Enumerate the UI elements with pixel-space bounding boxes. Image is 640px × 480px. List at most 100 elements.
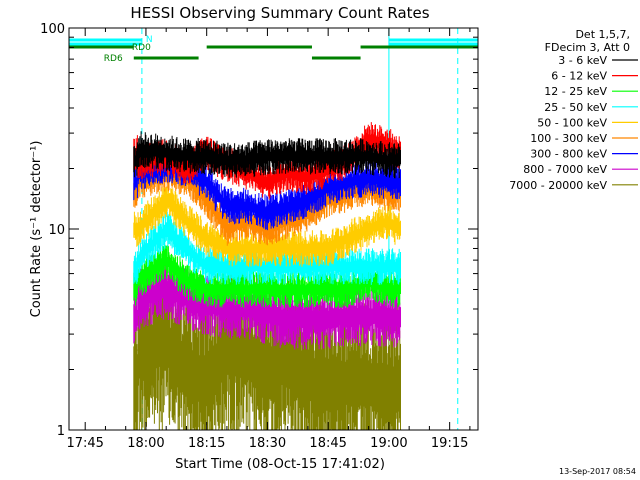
series-8-point-5 (246, 356, 248, 359)
series-8-point-7 (286, 360, 289, 362)
series-2-point-1 (165, 259, 167, 261)
x-tick-label-3: 18:30 (249, 436, 286, 451)
series-0-point-11 (367, 155, 370, 158)
series-2-point-10 (347, 288, 350, 291)
legend-label-2: 12 - 25 keV (544, 85, 607, 98)
series-4-point-4 (226, 247, 228, 250)
series-7-point-10 (347, 314, 350, 317)
series-8-point-1 (165, 342, 167, 345)
series-4-point-3 (205, 237, 208, 239)
series-7-point-0 (137, 297, 139, 300)
legend-label-1: 6 - 12 keV (551, 70, 607, 83)
series-8-point-4 (226, 349, 228, 351)
y-tick-label-2: 100 (40, 22, 65, 37)
legend-label-6: 300 - 800 keV (530, 148, 607, 161)
series-7-point-8 (307, 317, 309, 319)
series-4-point-7 (286, 247, 289, 250)
series-0-point-9 (327, 155, 329, 158)
series-2-point-5 (246, 288, 248, 291)
series-2-point-13 (396, 288, 398, 291)
y-axis-label: Count Rate (s⁻¹ detector⁻¹) (29, 141, 44, 318)
flag-label-rd0: RD0 (132, 43, 151, 53)
x-tick-label-2: 18:15 (188, 436, 225, 451)
series-7-trace (133, 260, 401, 350)
series-0-trace (133, 131, 401, 179)
legend-label-8: 7000 - 20000 keV (509, 179, 607, 192)
flag-label-rd6: RD6 (104, 54, 123, 64)
series-7-point-11 (367, 314, 370, 317)
series-2-point-2 (185, 280, 188, 282)
series-7 (133, 260, 401, 350)
x-tick-label-4: 18:45 (309, 436, 346, 451)
series-6-point-8 (307, 198, 309, 201)
series-6-point-5 (246, 205, 248, 207)
series-8-point-13 (396, 388, 398, 390)
series-2-point-11 (367, 280, 370, 282)
series-4-trace (133, 186, 401, 267)
y-axis: 1 10 100 (40, 22, 478, 439)
series-4-point-10 (347, 237, 350, 239)
series-7-point-2 (185, 297, 188, 300)
series-4-point-1 (165, 198, 167, 201)
series-4-point-0 (137, 228, 139, 230)
legend-label-4: 50 - 100 keV (537, 116, 607, 129)
series-8-point-6 (266, 368, 269, 371)
series-0-point-4 (226, 159, 228, 161)
series-8-point-11 (367, 382, 370, 385)
legend-label-5: 100 - 300 keV (530, 132, 607, 145)
series-7-point-5 (246, 308, 248, 310)
y-tick-label-1: 10 (48, 223, 65, 238)
series-0-point-10 (347, 155, 350, 158)
series-7-point-6 (266, 312, 269, 315)
series-8-point-10 (347, 382, 350, 385)
series-7-point-1 (165, 288, 167, 291)
legend-label-0: 3 - 6 keV (558, 54, 607, 67)
x-tick-label-5: 19:00 (370, 436, 407, 451)
series-4 (133, 186, 401, 267)
x-tick-label-1: 18:00 (127, 436, 164, 451)
series-8-point-8 (307, 377, 309, 380)
series-2-point-6 (266, 288, 269, 291)
series-1-point-8 (307, 176, 309, 179)
series-7-point-4 (226, 308, 228, 310)
series-8-point-2 (185, 368, 188, 371)
series-0-point-8 (307, 155, 309, 158)
series-4-point-13 (396, 228, 398, 230)
series-0-point-7 (286, 155, 289, 158)
x-axis-label: Start Time (08-Oct-15 17:41:02) (175, 457, 385, 472)
timestamp: 13-Sep-2017 08:54 (559, 467, 636, 476)
series-3-point-10 (347, 265, 350, 268)
series-0-point-12 (388, 159, 390, 161)
series-2-point-3 (205, 288, 208, 291)
series-2-point-4 (226, 288, 228, 291)
series-7-point-12 (388, 314, 390, 317)
series-4-point-9 (327, 247, 329, 250)
series-0-point-0 (137, 148, 139, 150)
series-0-point-13 (396, 159, 398, 161)
series-5-point-4 (226, 228, 228, 230)
series-6-point-10 (347, 181, 350, 184)
series-2-point-9 (327, 288, 329, 291)
series-2-point-12 (388, 288, 390, 291)
series-7-point-9 (327, 317, 329, 319)
series-4-point-12 (388, 219, 390, 222)
series-8-trace (133, 256, 401, 430)
chart-title: HESSI Observing Summary Count Rates (130, 4, 429, 22)
series-0-point-3 (205, 155, 208, 158)
x-tick-label-6: 19:15 (431, 436, 468, 451)
series-7-point-13 (396, 317, 398, 319)
series-3-point-9 (327, 265, 329, 268)
series-4-point-5 (246, 247, 248, 250)
series-3-point-11 (367, 265, 370, 268)
series-1-point-9 (327, 167, 329, 170)
series-6-point-3 (205, 181, 208, 184)
series-5-point-9 (327, 198, 329, 201)
series-6-point-12 (388, 181, 390, 184)
series-4-point-6 (266, 247, 269, 250)
series-8-point-12 (388, 388, 390, 390)
series-3-point-13 (396, 265, 398, 268)
series-7-point-3 (205, 303, 208, 306)
legend-header-1: FDecim 3, Att 0 (545, 41, 630, 54)
series-3-point-2 (185, 247, 188, 250)
